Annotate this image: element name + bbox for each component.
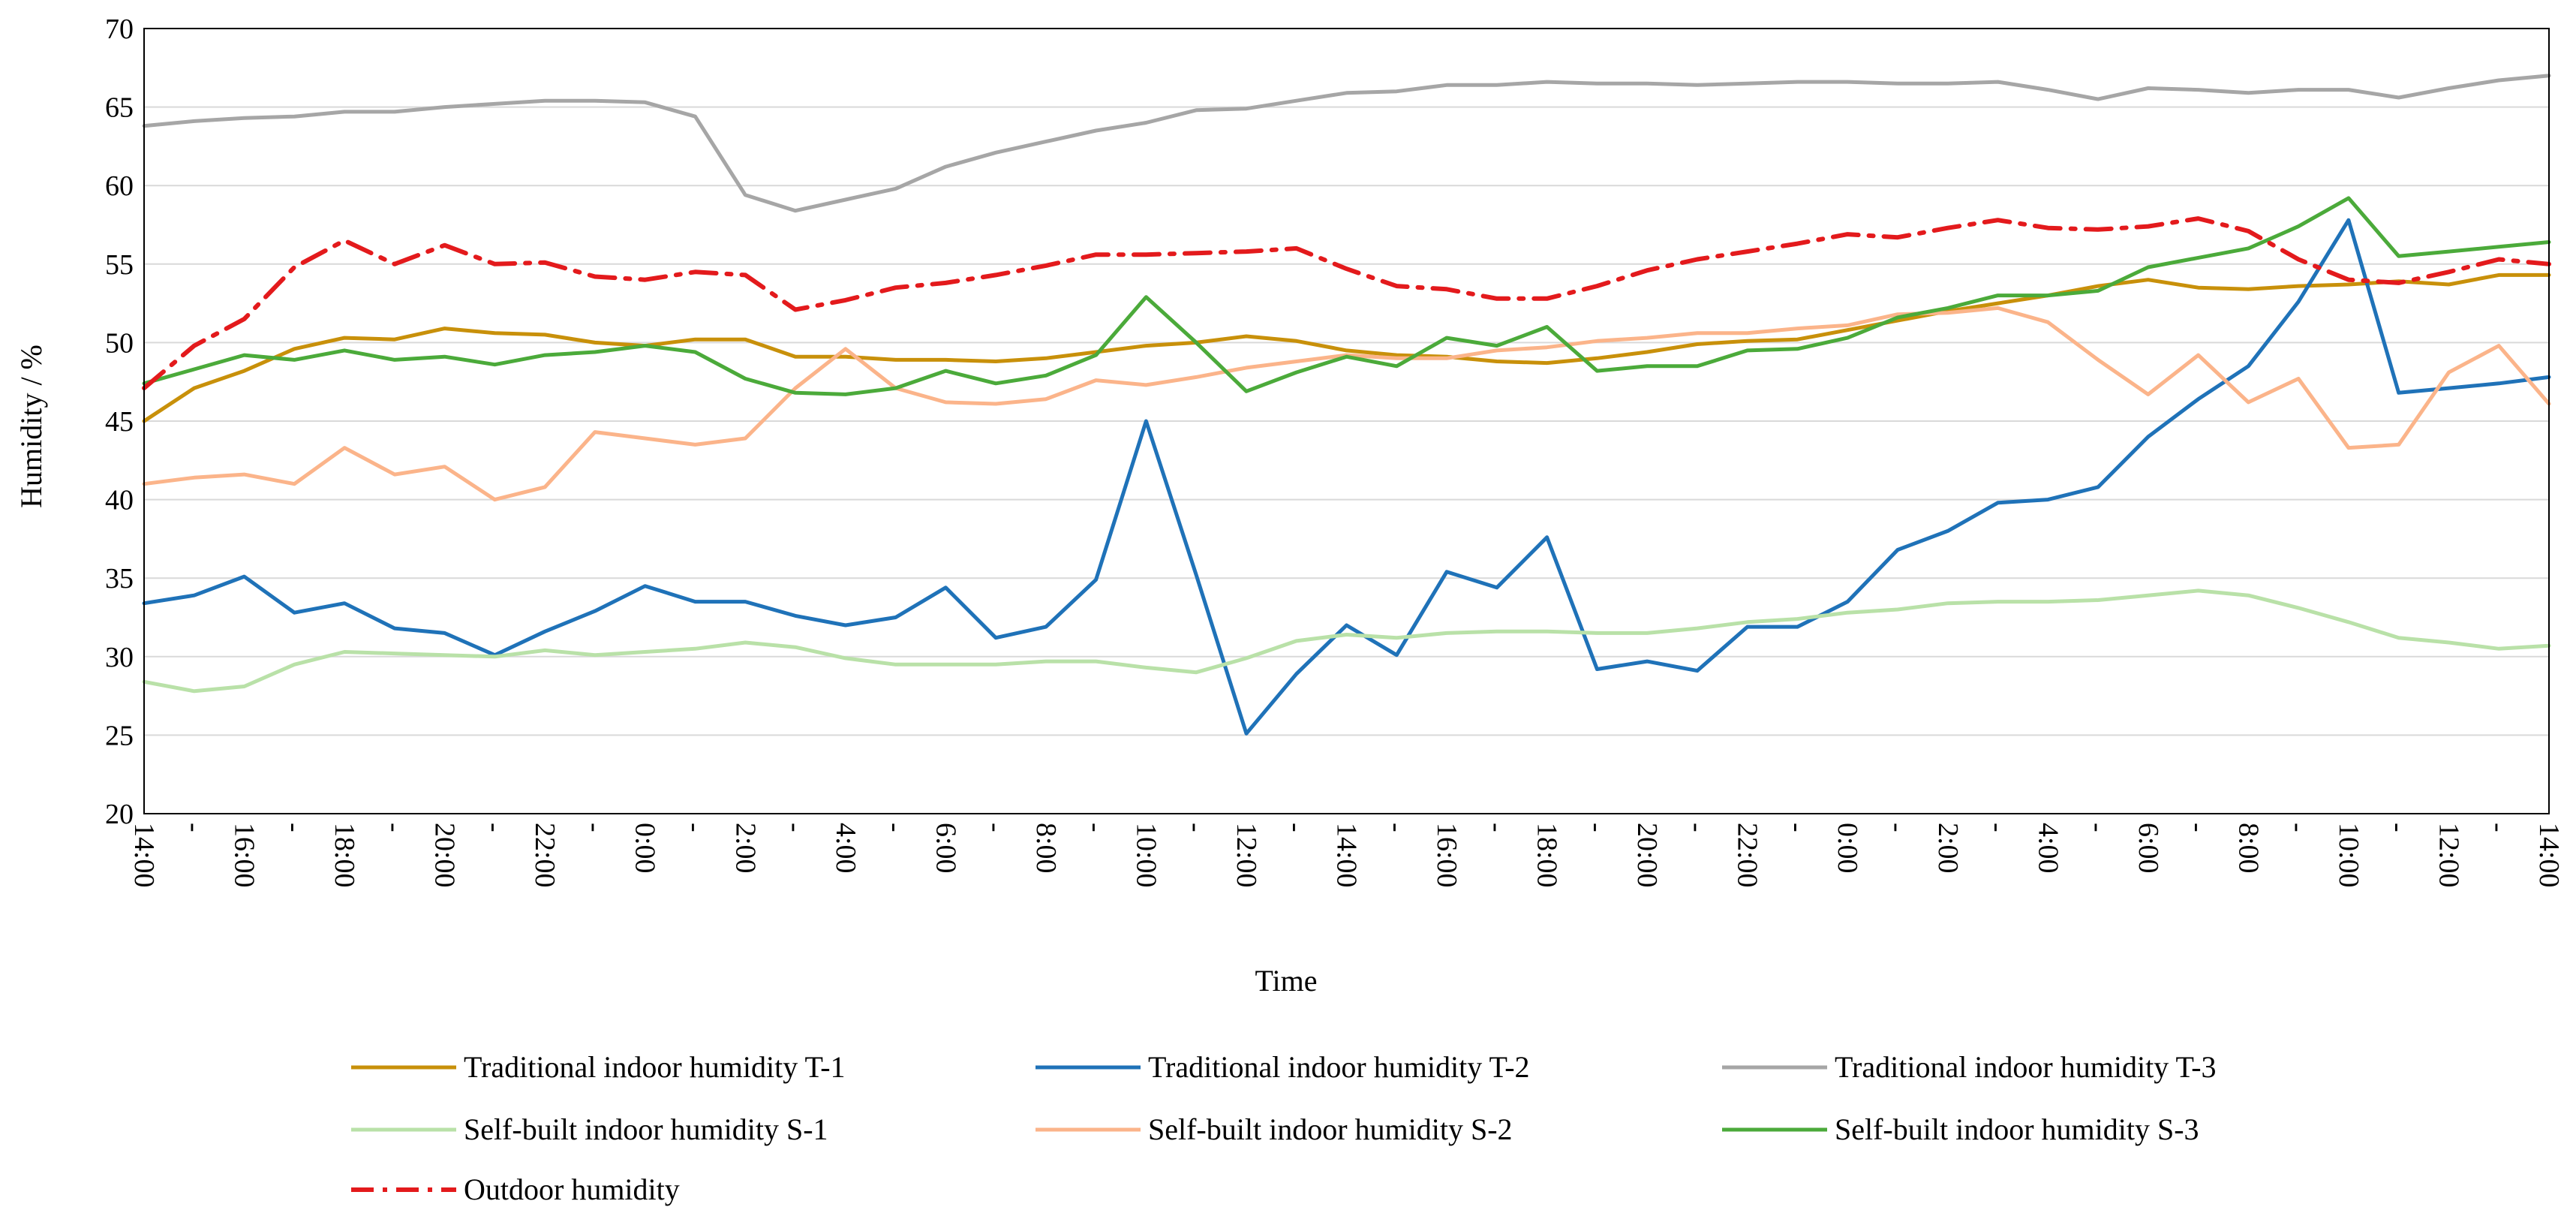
series-line-6 (142, 196, 2551, 396)
legend-label-4: Self-built indoor humidity S-1 (464, 1112, 828, 1146)
x-minor-tick-label: - (2383, 823, 2415, 832)
x-tick-label: 6:00 (930, 823, 961, 874)
x-tick-label: 12:00 (1231, 823, 1262, 888)
x-tick-label: 0:00 (630, 823, 661, 874)
x-tick-label: 10:00 (2333, 823, 2364, 888)
x-tick-label: 16:00 (229, 823, 260, 888)
series-line-2 (142, 218, 2551, 736)
y-tick-label: 20 (105, 799, 134, 830)
x-tick-label: 0:00 (1832, 823, 1863, 874)
legend: Traditional indoor humidity T-1 Tradition… (351, 1050, 2217, 1206)
y-tick-label: 45 (105, 406, 134, 438)
x-minor-tick-label: - (1581, 823, 1613, 832)
y-tick-label: 30 (105, 642, 134, 673)
x-minor-tick-label: - (2283, 823, 2314, 832)
series-line-3 (142, 74, 2551, 213)
y-tick-label: 40 (105, 485, 134, 516)
legend-label-2: Traditional indoor humidity T-2 (1148, 1050, 1530, 1084)
x-tick-label: 8:00 (1030, 823, 1062, 874)
legend-label-7: Outdoor humidity (464, 1172, 680, 1206)
y-tick-label: 50 (105, 327, 134, 359)
x-tick-label: 20:00 (1631, 823, 1663, 888)
x-tick-label: 4:00 (2032, 823, 2064, 874)
x-tick-label: 18:00 (329, 823, 360, 888)
y-axis-label: Humidity / % (14, 345, 48, 508)
legend-label-5: Self-built indoor humidity S-2 (1148, 1112, 1513, 1146)
x-tick-label: 12:00 (2433, 823, 2464, 888)
x-minor-tick-label: - (579, 823, 611, 832)
x-minor-tick-label: - (1982, 823, 2014, 832)
series-line-5 (142, 305, 2551, 502)
x-minor-tick-label: - (278, 823, 310, 832)
series-line-1 (142, 272, 2551, 423)
x-minor-tick-label: - (2082, 823, 2114, 832)
x-axis-ticks: 14:00 - 16:00 - 18:00 - 20:00 - 22:00 - 0:00 - 2:00 -… (128, 823, 2565, 888)
x-minor-tick-label: - (1081, 823, 1112, 832)
x-minor-tick-label: - (2183, 823, 2214, 832)
x-minor-tick-label: - (1381, 823, 1412, 832)
x-minor-tick-label: - (1281, 823, 1312, 832)
y-tick-label: 25 (105, 720, 134, 751)
y-axis-ticks: 20 25 30 35 40 45 50 55 60 65 70 (105, 14, 134, 830)
x-tick-label: 8:00 (2232, 823, 2264, 874)
x-minor-tick-label: - (1180, 823, 1212, 832)
x-minor-tick-label: - (179, 823, 210, 832)
y-tick-label: 35 (105, 563, 134, 594)
x-minor-tick-label: - (379, 823, 410, 832)
x-tick-label: 22:00 (1732, 823, 1763, 888)
legend-label-6: Self-built indoor humidity S-3 (1835, 1112, 2199, 1146)
x-tick-label: 10:00 (1130, 823, 1162, 888)
x-tick-label: 2:00 (729, 823, 761, 874)
legend-label-3: Traditional indoor humidity T-3 (1835, 1050, 2217, 1084)
series-line-4 (142, 588, 2551, 694)
x-minor-tick-label: - (780, 823, 811, 832)
x-minor-tick-label: - (980, 823, 1011, 832)
legend-label-1: Traditional indoor humidity T-1 (464, 1050, 846, 1084)
x-axis-label: Time (1255, 964, 1317, 998)
x-tick-label: 14:00 (1331, 823, 1363, 888)
x-minor-tick-label: - (479, 823, 510, 832)
x-tick-label: 6:00 (2133, 823, 2164, 874)
x-tick-label: 20:00 (429, 823, 461, 888)
x-tick-label: 4:00 (830, 823, 861, 874)
x-minor-tick-label: - (679, 823, 711, 832)
x-minor-tick-label: - (880, 823, 912, 832)
grid-lines (144, 106, 2549, 736)
y-tick-label: 65 (105, 92, 134, 124)
x-minor-tick-label: - (1481, 823, 1513, 832)
series-line-7 (142, 216, 2551, 391)
x-tick-label: 14:00 (2533, 823, 2565, 888)
plot-frame (143, 28, 2550, 814)
y-tick-label: 55 (105, 249, 134, 281)
x-minor-tick-label: - (1781, 823, 1813, 832)
y-tick-label: 70 (105, 14, 134, 45)
x-tick-label: 18:00 (1531, 823, 1563, 888)
series-lines (142, 74, 2551, 736)
x-minor-tick-label: - (2483, 823, 2514, 832)
x-minor-tick-label: - (1882, 823, 1913, 832)
y-tick-label: 60 (105, 170, 134, 202)
x-tick-label: 22:00 (529, 823, 561, 888)
x-tick-label: 14:00 (128, 823, 160, 888)
x-tick-label: 2:00 (1932, 823, 1964, 874)
x-minor-tick-label: - (1682, 823, 1713, 832)
x-tick-label: 16:00 (1431, 823, 1462, 888)
